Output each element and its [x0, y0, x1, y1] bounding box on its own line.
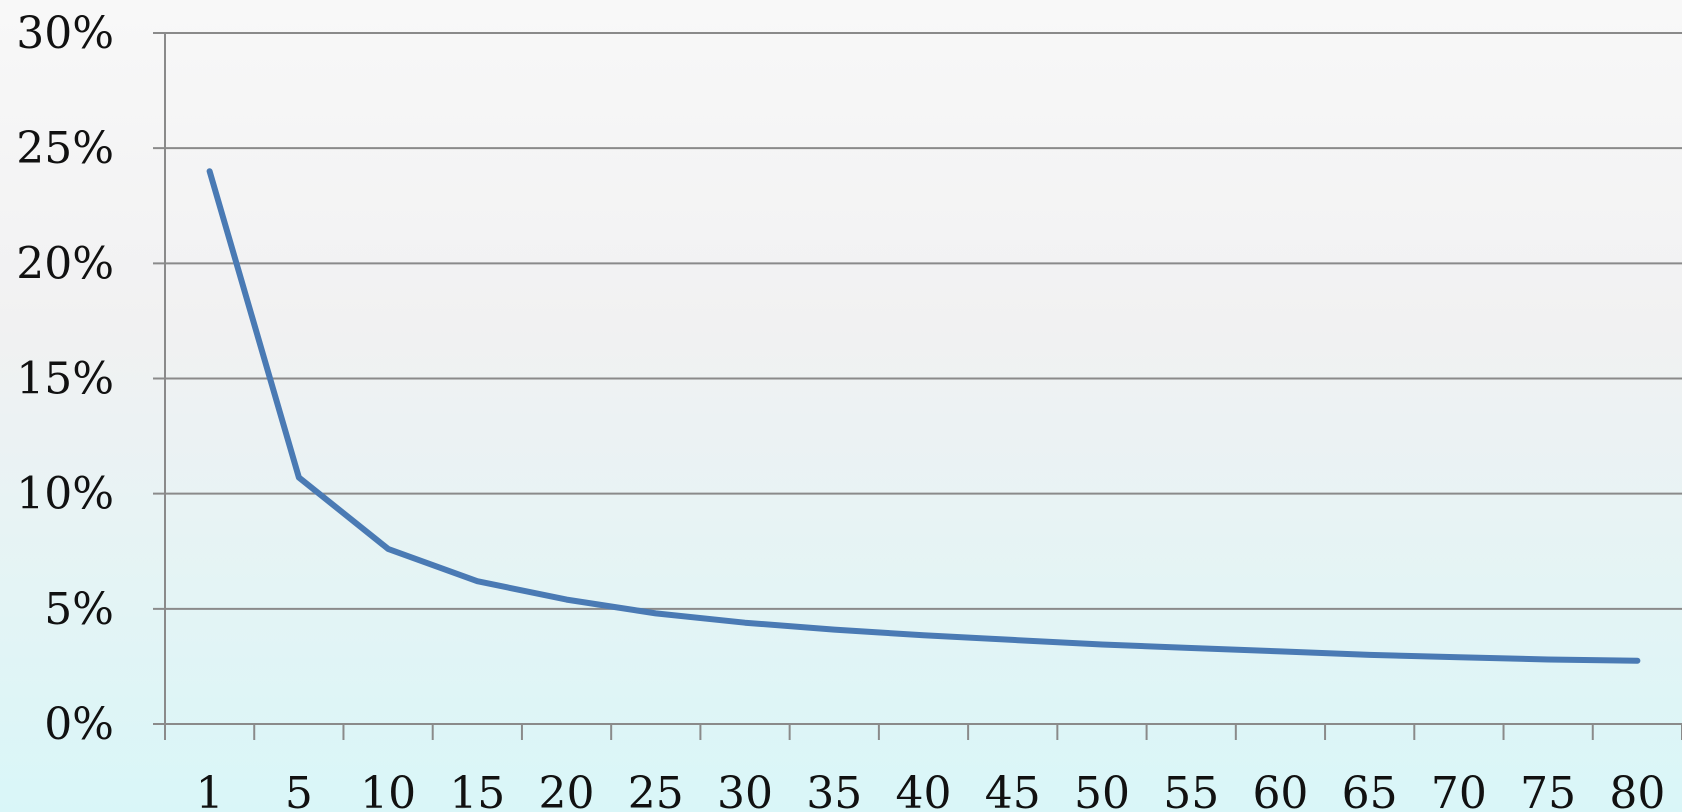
- x-tick-label: 50: [1074, 768, 1130, 812]
- x-tick-label: 45: [985, 768, 1041, 812]
- series-group: [206, 168, 1641, 664]
- y-tick-label: 15%: [16, 354, 114, 405]
- x-tick-label: 25: [628, 768, 684, 812]
- x-tick-label: 80: [1609, 768, 1665, 812]
- y-tick-label: 5%: [44, 584, 114, 635]
- x-tick-label: 20: [539, 768, 595, 812]
- y-tick-label: 20%: [16, 238, 114, 289]
- x-tick-label: 5: [285, 768, 313, 812]
- x-tick-label: 1: [196, 768, 224, 812]
- x-tick-label: 35: [806, 768, 862, 812]
- series-line: [206, 168, 1641, 664]
- y-tick-label: 10%: [16, 469, 114, 520]
- x-tick-label: 10: [360, 768, 416, 812]
- x-tick-label: 70: [1431, 768, 1487, 812]
- x-tick-label: 15: [449, 768, 505, 812]
- x-tick-label: 40: [896, 768, 952, 812]
- x-tick-label: 65: [1342, 768, 1398, 812]
- x-tick-label: 75: [1520, 768, 1576, 812]
- y-tick-label: 0%: [44, 699, 114, 750]
- y-tick-label: 25%: [16, 123, 114, 174]
- x-tick-label: 55: [1163, 768, 1219, 812]
- x-tick-label: 60: [1252, 768, 1308, 812]
- y-tick-label: 30%: [16, 8, 114, 59]
- gridlines: [153, 32, 1682, 610]
- x-tick-label: 30: [717, 768, 773, 812]
- y-axis: 0% 5% 10% 15% 20% 25% 30%: [16, 8, 166, 750]
- x-axis: 1 5 10 15 20 25 30 35 40 45 50 55 60 65 70 75 80: [153, 723, 1682, 812]
